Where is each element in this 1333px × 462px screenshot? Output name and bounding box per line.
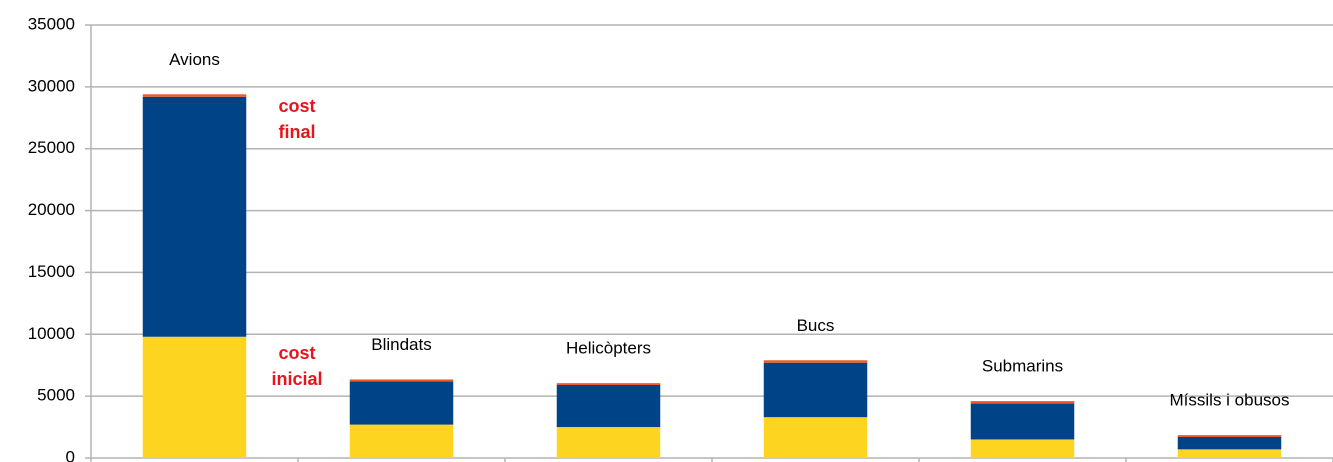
category-label: Avions: [169, 50, 220, 69]
y-tick-label: 5000: [37, 386, 75, 405]
category-label: Míssils i obusos: [1170, 391, 1290, 410]
y-tick-label: 20000: [28, 200, 75, 219]
category-label: Helicòpters: [566, 339, 651, 358]
bar-segment: [763, 360, 868, 363]
category-label: Submarins: [982, 357, 1063, 376]
bar-segment: [349, 424, 454, 458]
y-tick-label: 30000: [28, 76, 75, 95]
bar-segment: [556, 427, 661, 458]
bar-segment: [142, 336, 247, 458]
bar-segment: [556, 385, 661, 428]
category-label: Blindats: [371, 335, 431, 354]
bar-segment: [1177, 435, 1282, 437]
bar-segment: [142, 96, 247, 337]
bar-segment: [763, 417, 868, 458]
y-tick-label: 0: [66, 447, 75, 462]
bar-segment: [970, 403, 1075, 440]
y-tick-label: 15000: [28, 262, 75, 281]
category-label: Bucs: [797, 316, 835, 335]
annotation: cost final: [278, 96, 316, 142]
bar-segment: [1177, 449, 1282, 458]
y-tick-label: 10000: [28, 324, 75, 343]
bar-segment: [970, 401, 1075, 404]
y-tick-label: 25000: [28, 138, 75, 157]
annotation: cost inicial: [271, 343, 323, 389]
bar-segment: [763, 362, 868, 418]
bar-segment: [556, 383, 661, 386]
bar-segment: [142, 94, 247, 97]
bar-segment: [1177, 436, 1282, 450]
bar-segment: [349, 381, 454, 425]
bar-segment: [970, 439, 1075, 458]
y-tick-label: 35000: [28, 14, 75, 33]
bar-segment: [349, 379, 454, 382]
